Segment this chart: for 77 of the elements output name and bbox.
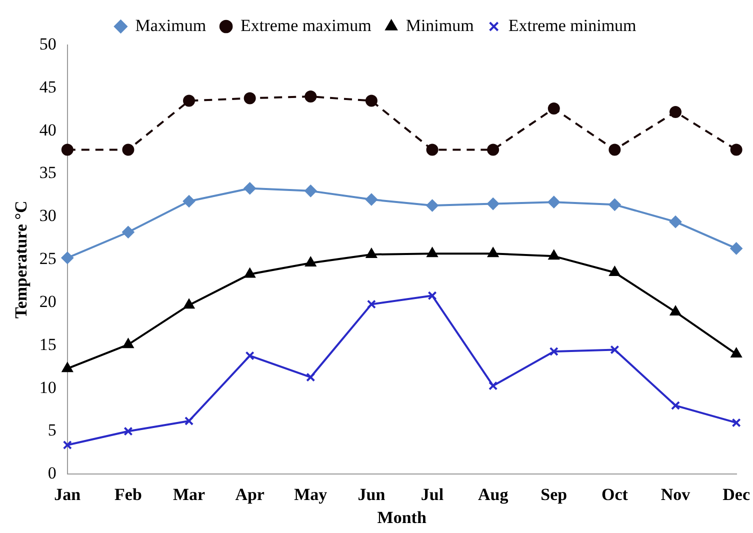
point [608, 198, 621, 211]
point [184, 299, 194, 309]
point [124, 426, 133, 436]
point [62, 440, 72, 450]
x-tick-label: Apr [235, 484, 265, 504]
y-tick-label: 5 [48, 420, 56, 440]
point [245, 351, 254, 360]
point [488, 248, 498, 258]
x-tick-label: Dec [722, 484, 750, 504]
point [488, 381, 498, 390]
point [670, 216, 682, 228]
point [610, 345, 620, 354]
point [244, 182, 256, 194]
point [244, 268, 256, 278]
x-tick-label: Mar [172, 484, 206, 504]
x-axis-title: Month [377, 508, 427, 528]
y-tick-label: 0 [48, 464, 56, 483]
point [426, 144, 438, 156]
legend-label: Minimum [406, 16, 474, 35]
point [122, 338, 134, 348]
point [548, 250, 560, 260]
point [732, 418, 741, 428]
point [183, 94, 196, 107]
point [608, 144, 621, 156]
point [183, 195, 196, 208]
y-tick-label: 15 [39, 334, 56, 354]
y-tick-label: 30 [39, 206, 56, 226]
point [670, 306, 681, 316]
point [487, 198, 500, 210]
point [426, 248, 438, 258]
point [487, 144, 500, 156]
x-tick-label: Aug [478, 484, 509, 504]
y-tick-label: 35 [39, 163, 56, 182]
point [365, 194, 378, 206]
y-tick-label: 45 [39, 77, 56, 96]
point [305, 257, 316, 267]
point [366, 248, 377, 258]
point [549, 346, 558, 356]
y-tick-label: 50 [39, 34, 56, 54]
y-tick-label: 25 [39, 249, 56, 268]
point [306, 372, 316, 382]
point [61, 252, 74, 264]
point [730, 348, 742, 358]
point [244, 92, 256, 104]
legend-label: Maximum [135, 16, 206, 35]
point [670, 400, 680, 410]
x-tick-label: May [294, 484, 328, 504]
y-tick-label: 20 [39, 292, 56, 311]
point [548, 102, 560, 115]
x-tick-label: Jan [54, 484, 82, 504]
point [122, 226, 134, 238]
point [122, 144, 134, 156]
x-tick-label: Nov [660, 484, 691, 504]
point [730, 242, 742, 254]
x-tick-label: Jun [358, 484, 386, 504]
point [426, 200, 438, 212]
point [304, 184, 317, 197]
point [62, 362, 73, 372]
point [61, 144, 74, 156]
point [548, 196, 560, 208]
point [670, 106, 682, 118]
x-tick-label: Jul [420, 484, 444, 504]
legend-label: Extreme minimum [508, 16, 636, 35]
y-tick-label: 10 [39, 378, 56, 397]
point [366, 300, 376, 309]
legend-label: Extreme maximum [240, 16, 372, 35]
point [609, 266, 620, 276]
point [730, 144, 742, 156]
y-tick-label: 40 [39, 120, 56, 140]
x-tick-label: Sep [540, 484, 568, 504]
point [428, 291, 437, 300]
y-axis-title: Temperature °C [12, 200, 31, 318]
x-tick-label: Oct [601, 484, 628, 504]
point [304, 90, 317, 103]
x-tick-label: Feb [114, 484, 142, 504]
point [365, 94, 378, 107]
point [184, 416, 194, 426]
